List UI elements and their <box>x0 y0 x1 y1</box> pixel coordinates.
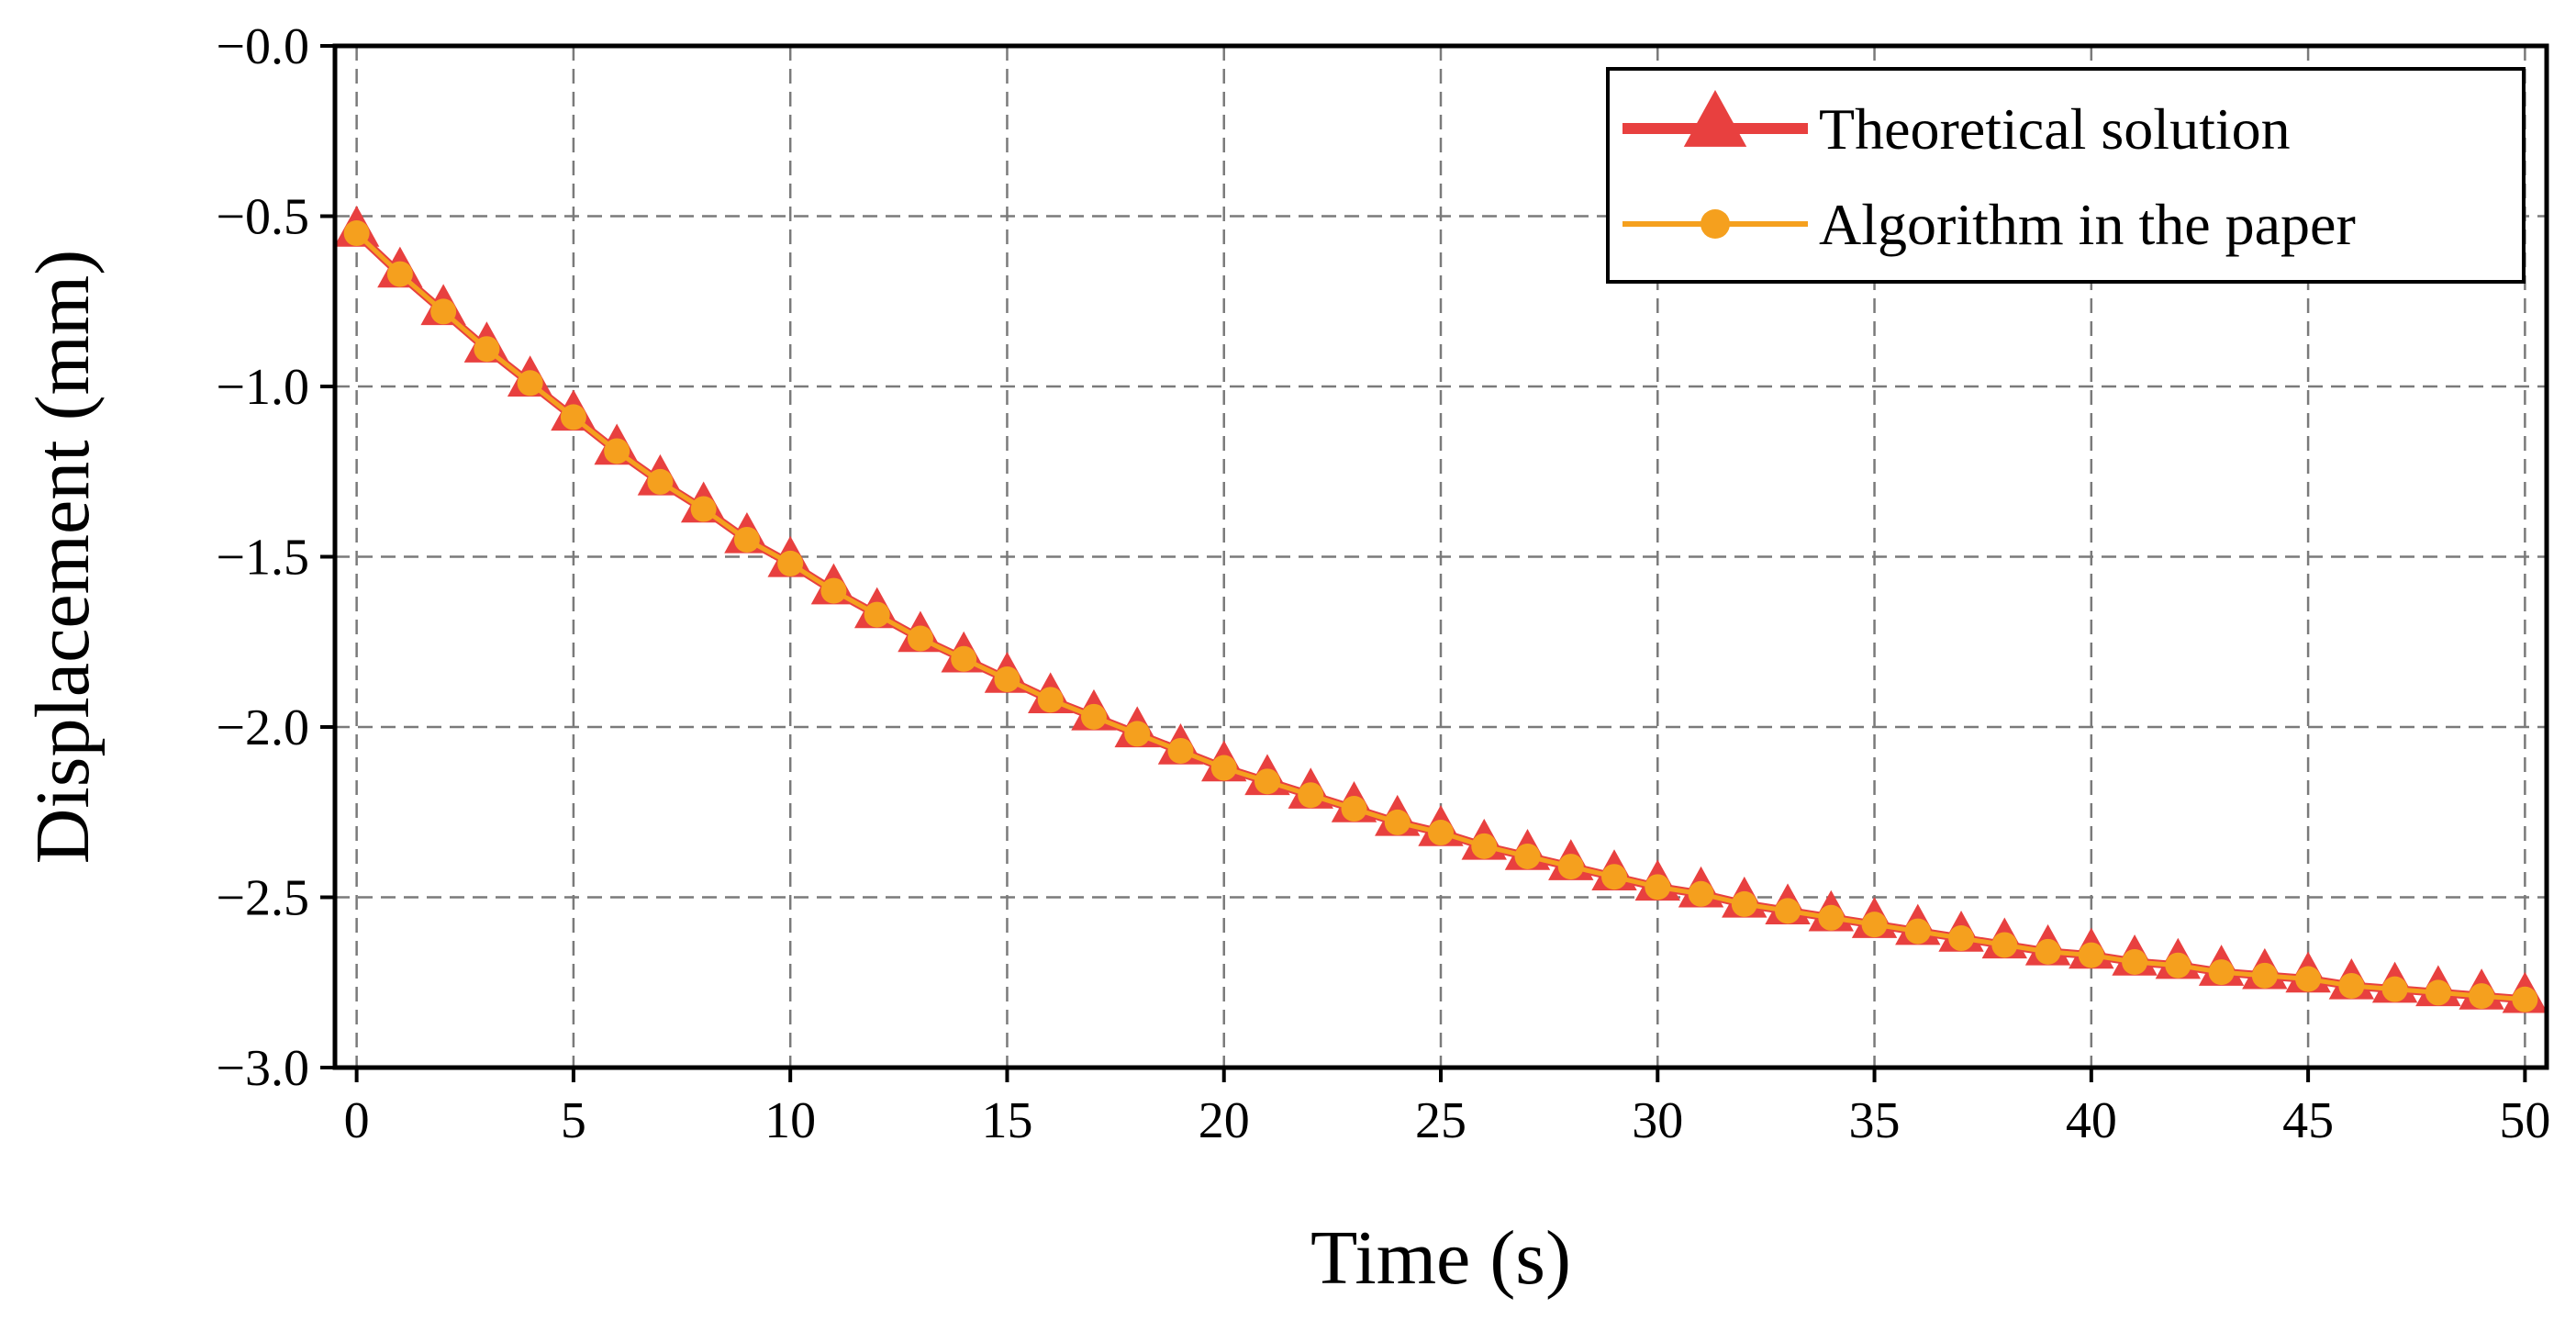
data-point-circle <box>951 645 977 672</box>
data-point-circle <box>2381 976 2408 1002</box>
data-point-circle <box>1210 755 1237 781</box>
legend-label: Theoretical solution <box>1819 96 2291 162</box>
legend-box <box>1606 67 2526 284</box>
x-tick-label: 40 <box>2066 1092 2117 1149</box>
data-point-circle <box>1861 912 1888 938</box>
data-point-circle <box>2208 959 2235 986</box>
y-tick-label: −1.5 <box>216 530 309 587</box>
data-point-circle <box>1818 904 1845 931</box>
data-point-circle <box>560 404 586 431</box>
data-point-circle <box>474 336 500 363</box>
x-tick-label: 20 <box>1199 1092 1250 1149</box>
data-point-circle <box>1471 833 1498 859</box>
legend-entry: Algorithm in the paper <box>1623 192 2356 257</box>
data-point-circle <box>2338 972 2365 999</box>
data-point-circle <box>1601 864 1628 890</box>
legend-entries: Theoretical solution Algorithm in the pap… <box>1623 90 2356 257</box>
data-point-circle <box>777 550 804 576</box>
y-tick-label: −0.5 <box>216 189 309 246</box>
data-point-circle <box>386 261 413 287</box>
x-axis-title: Time (s) <box>1310 1215 1571 1301</box>
legend-marker-circle <box>1701 209 1730 239</box>
y-tick-label: −0.0 <box>216 18 309 75</box>
data-point-circle <box>2425 979 2451 1006</box>
data-point-circle <box>994 666 1020 693</box>
data-point-circle <box>907 625 933 652</box>
data-point-circle <box>1991 932 2018 958</box>
data-point-circle <box>647 468 674 495</box>
x-tick-label: 25 <box>1415 1092 1466 1149</box>
x-tick-label: 45 <box>2282 1092 2334 1149</box>
data-point-circle <box>1428 820 1454 846</box>
tick-labels: 0 5 10 15 20 25 30 35 40 45 50 −0.0 −0.5 −1.0 −1.5 −2.0… <box>216 18 2550 1149</box>
legend: Theoretical solution Algorithm in the pap… <box>1606 67 2526 284</box>
data-point-circle <box>2251 962 2278 989</box>
data-point-circle <box>1384 809 1411 835</box>
y-tick-label: −1.0 <box>216 359 309 416</box>
data-point-circle <box>1298 782 1324 809</box>
x-tick-label: 10 <box>764 1092 816 1149</box>
data-point-circle <box>343 220 370 247</box>
data-point-circle <box>1731 890 1757 917</box>
data-point-circle <box>2035 938 2061 965</box>
data-point-circle <box>733 526 760 553</box>
axis-ticks <box>320 44 2527 1082</box>
y-tick-label: −2.0 <box>216 699 309 756</box>
data-point-circle <box>1948 925 1975 952</box>
data-point-circle <box>517 370 543 397</box>
data-point-circle <box>1037 687 1064 713</box>
data-point-circle <box>604 438 630 464</box>
data-point-circle <box>1904 918 1931 945</box>
y-tick-label: −2.5 <box>216 870 309 927</box>
x-tick-label: 50 <box>2499 1092 2550 1149</box>
legend-label: Algorithm in the paper <box>1819 192 2356 257</box>
legend-entry: Theoretical solution <box>1623 90 2291 162</box>
data-point-circle <box>1775 898 1801 924</box>
data-point-circle <box>864 601 890 628</box>
data-point-circle <box>2512 986 2538 1012</box>
x-tick-label: 5 <box>561 1092 586 1149</box>
data-point-circle <box>1645 874 1671 901</box>
y-tick-label: −3.0 <box>216 1040 309 1097</box>
data-point-circle <box>2165 952 2191 979</box>
data-point-circle <box>1254 768 1280 795</box>
data-point-circle <box>1688 880 1714 907</box>
data-point-circle <box>1341 796 1367 822</box>
data-point-circle <box>1167 737 1194 764</box>
data-point-circle <box>2122 948 2148 975</box>
data-point-circle <box>1124 721 1151 747</box>
data-point-circle <box>2078 942 2104 968</box>
x-tick-label: 15 <box>981 1092 1032 1149</box>
data-point-circle <box>1514 843 1541 869</box>
data-point-circle <box>430 298 457 325</box>
data-point-circle <box>2469 983 2495 1010</box>
y-axis-title: Displacement (mm) <box>20 250 106 864</box>
data-point-circle <box>1557 854 1584 880</box>
data-point-circle <box>690 496 717 522</box>
series-algorithm-in-the-paper <box>343 220 2538 1012</box>
x-tick-label: 0 <box>344 1092 370 1149</box>
x-tick-label: 35 <box>1849 1092 1901 1149</box>
legend-marker-triangle <box>1683 90 1747 147</box>
series-layer <box>333 206 2548 1013</box>
data-point-circle <box>1080 703 1107 730</box>
data-point-circle <box>820 577 847 604</box>
x-tick-label: 30 <box>1632 1092 1683 1149</box>
data-point-circle <box>2295 966 2322 992</box>
